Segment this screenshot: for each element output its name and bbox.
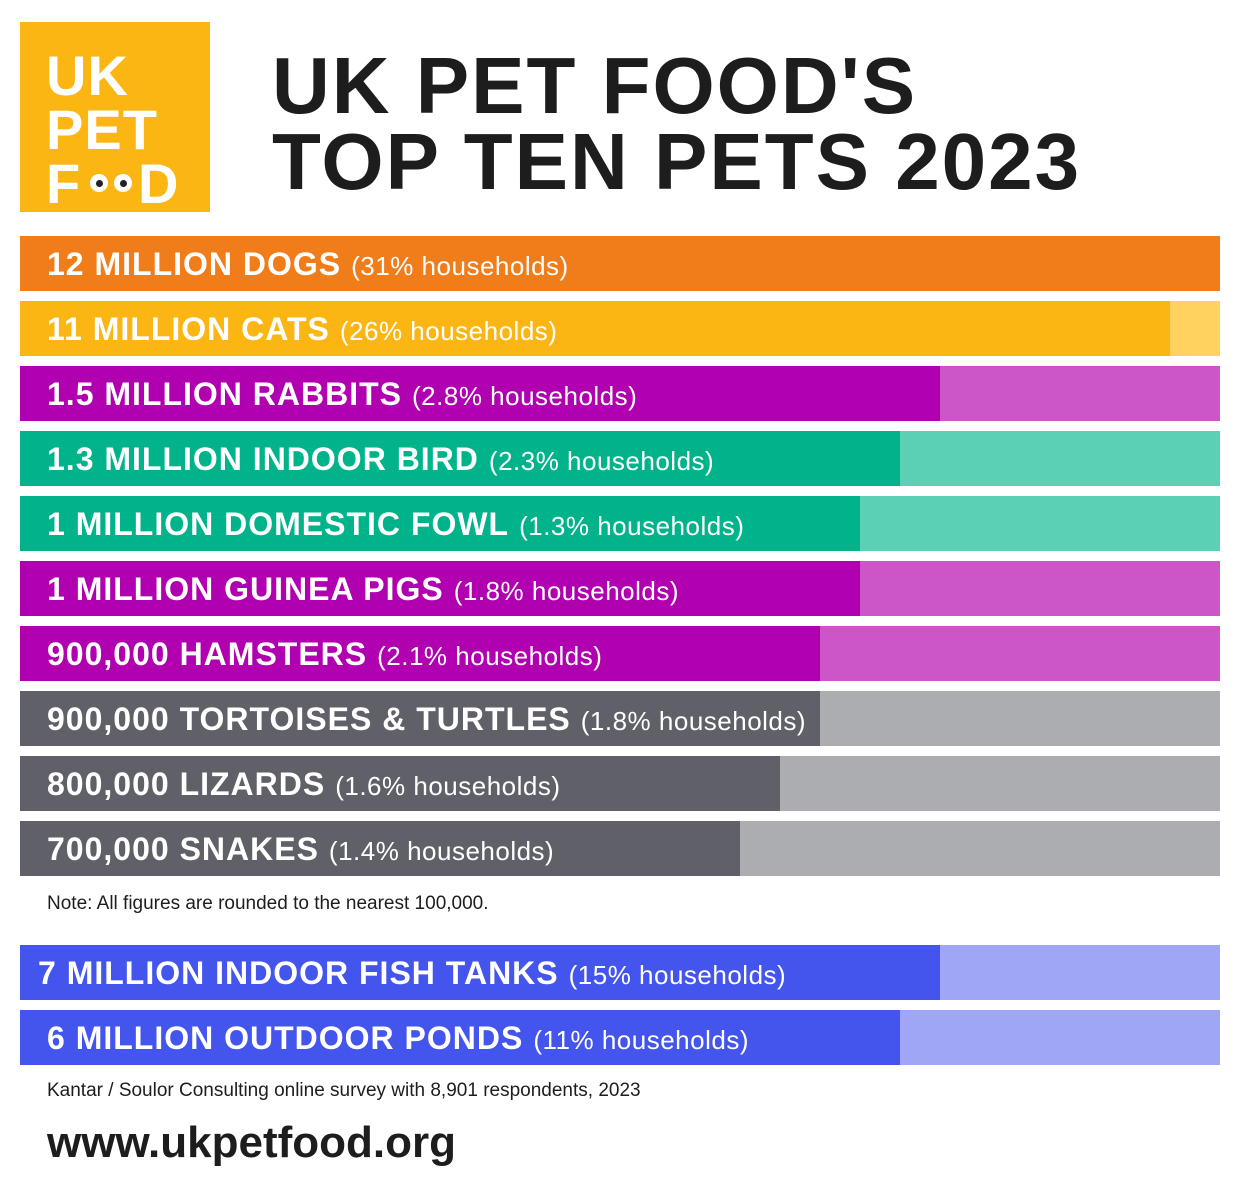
row-text: 900,000 HAMSTERS (2.1% households) (47, 626, 602, 681)
logo-text: UK (46, 44, 129, 107)
row-households: (1.6% households) (335, 771, 561, 801)
row-households: (15% households) (568, 960, 787, 990)
url: www.ukpetfood.org (47, 1118, 456, 1167)
row-households: (26% households) (339, 316, 558, 346)
row-text: 800,000 LIZARDS (1.6% households) (47, 756, 561, 811)
row-text: 1 MILLION GUINEA PIGS (1.8% households) (47, 561, 679, 616)
row: 1 MILLION DOMESTIC FOWL (1.3% households) (20, 496, 1220, 551)
title: UK PET FOOD'S (272, 41, 918, 130)
bar (20, 561, 860, 616)
row: 6 MILLION OUTDOOR PONDS (11% households) (20, 1010, 1220, 1065)
row-households: (2.1% households) (377, 641, 603, 671)
bar (20, 236, 1220, 291)
row: 12 MILLION DOGS (31% households) (20, 236, 1220, 291)
row-households: (11% households) (533, 1025, 749, 1055)
row: 11 MILLION CATS (26% households) (20, 301, 1220, 356)
row-label: 1 MILLION GUINEA PIGS (47, 571, 444, 607)
row-label: 11 MILLION CATS (47, 311, 330, 347)
row: 800,000 LIZARDS (1.6% households) (20, 756, 1220, 811)
bar (20, 821, 740, 876)
row: 900,000 TORTOISES & TURTLES (1.8% househo… (20, 691, 1220, 746)
row-households: (1.3% households) (519, 511, 745, 541)
row-label: 900,000 HAMSTERS (47, 636, 368, 672)
bar (20, 626, 820, 681)
row: 7 MILLION INDOOR FISH TANKS (15% househol… (20, 945, 1220, 1000)
row-label: 1 MILLION DOMESTIC FOWL (47, 506, 510, 542)
row-households: (1.8% households) (453, 576, 680, 606)
row-households: (1.4% households) (328, 836, 555, 866)
logo-eye (90, 174, 108, 192)
row-label: 1.3 MILLION INDOOR BIRD (47, 441, 479, 477)
row-label: 900,000 TORTOISES & TURTLES (47, 701, 571, 737)
bar (20, 691, 820, 746)
row-text: 1.3 MILLION INDOOR BIRD (2.3% households) (47, 431, 714, 486)
bar (20, 496, 860, 551)
row-label: 1.5 MILLION RABBITS (47, 376, 403, 412)
row-text: 12 MILLION DOGS (31% households) (47, 236, 569, 291)
bar (20, 301, 1170, 356)
row-text: 7 MILLION INDOOR FISH TANKS (15% househol… (38, 945, 786, 1000)
bar (20, 366, 940, 421)
logo-text: F (46, 152, 82, 215)
row: 1.3 MILLION INDOOR BIRD (2.3% households) (20, 431, 1220, 486)
note: Note: All figures are rounded to the nea… (47, 893, 489, 914)
bar (20, 756, 780, 811)
row-label: 700,000 SNAKES (47, 831, 319, 867)
row-households: (1.8% households) (580, 706, 807, 736)
row-households: (31% households) (351, 251, 569, 281)
logo-eye (114, 174, 132, 192)
row-label: 6 MILLION OUTDOOR PONDS (47, 1020, 524, 1056)
row-label: 7 MILLION INDOOR FISH TANKS (38, 955, 559, 991)
source: Kantar / Soulor Consulting online survey… (47, 1080, 641, 1101)
row: 700,000 SNAKES (1.4% households) (20, 821, 1220, 876)
row: 1 MILLION GUINEA PIGS (1.8% households) (20, 561, 1220, 616)
row-text: 6 MILLION OUTDOOR PONDS (11% households) (47, 1010, 749, 1065)
row: 900,000 HAMSTERS (2.1% households) (20, 626, 1220, 681)
bar (20, 431, 900, 486)
row-label: 12 MILLION DOGS (47, 246, 342, 282)
bar (20, 1010, 900, 1065)
logo-text: PET (46, 98, 158, 161)
row-text: 700,000 SNAKES (1.4% households) (47, 821, 554, 876)
row-text: 900,000 TORTOISES & TURTLES (1.8% househo… (47, 691, 806, 746)
logo: UK PET F D (20, 22, 210, 212)
row: 1.5 MILLION RABBITS (2.8% households) (20, 366, 1220, 421)
bar (20, 945, 940, 1000)
row-households: (2.3% households) (488, 446, 715, 476)
row-label: 800,000 LIZARDS (47, 766, 326, 802)
title: TOP TEN PETS 2023 (272, 117, 1082, 206)
row-text: 1 MILLION DOMESTIC FOWL (1.3% households) (47, 496, 744, 551)
row-text: 11 MILLION CATS (26% households) (47, 301, 557, 356)
row-text: 1.5 MILLION RABBITS (2.8% households) (47, 366, 637, 421)
logo-text: D (138, 152, 180, 215)
row-households: (2.8% households) (412, 381, 638, 411)
